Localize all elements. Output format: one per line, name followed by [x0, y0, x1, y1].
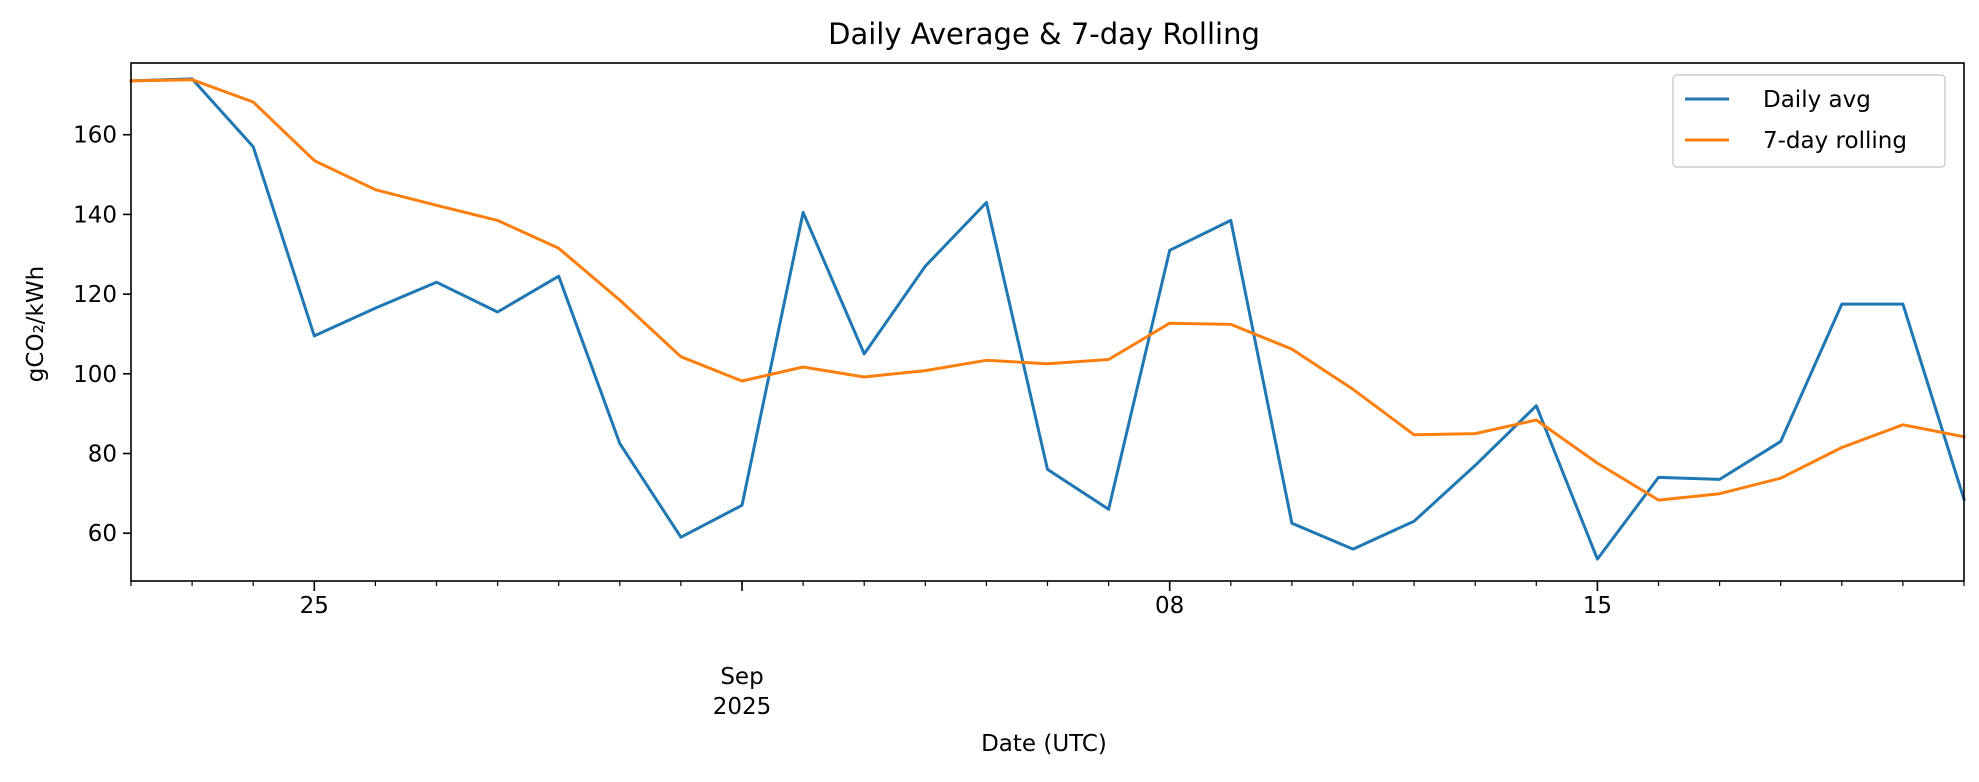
y-tick-label: 100	[73, 362, 117, 388]
series-line-0	[129, 77, 1966, 561]
x-tick-label: 08	[1155, 593, 1184, 619]
x-tick-label: 2025	[713, 694, 772, 720]
x-axis: 25 Sep 2025 08 15	[130, 581, 1965, 720]
y-tick-label: 120	[73, 282, 117, 308]
y-tick-label: 160	[73, 123, 117, 149]
x-axis-title: Date (UTC)	[981, 731, 1107, 757]
legend: Daily avg 7-day rolling	[1672, 74, 1946, 168]
legend-label-1: 7-day rolling	[1763, 128, 1907, 154]
x-tick-label: 15	[1583, 593, 1612, 619]
legend-label-0: Daily avg	[1763, 87, 1871, 113]
y-tick-label: 60	[88, 521, 117, 547]
x-tick-label: 25	[300, 593, 329, 619]
x-tick-label: Sep	[720, 664, 763, 690]
chart-title: Daily Average & 7-day Rolling	[828, 17, 1260, 51]
y-tick-label: 140	[73, 202, 117, 228]
y-axis: 60 80 100 120 140 160	[73, 123, 131, 547]
legend-box	[1672, 74, 1946, 168]
y-axis-title: gCO₂/kWh	[23, 266, 49, 382]
series-line-1	[129, 78, 1966, 502]
y-tick-label: 80	[88, 441, 117, 467]
